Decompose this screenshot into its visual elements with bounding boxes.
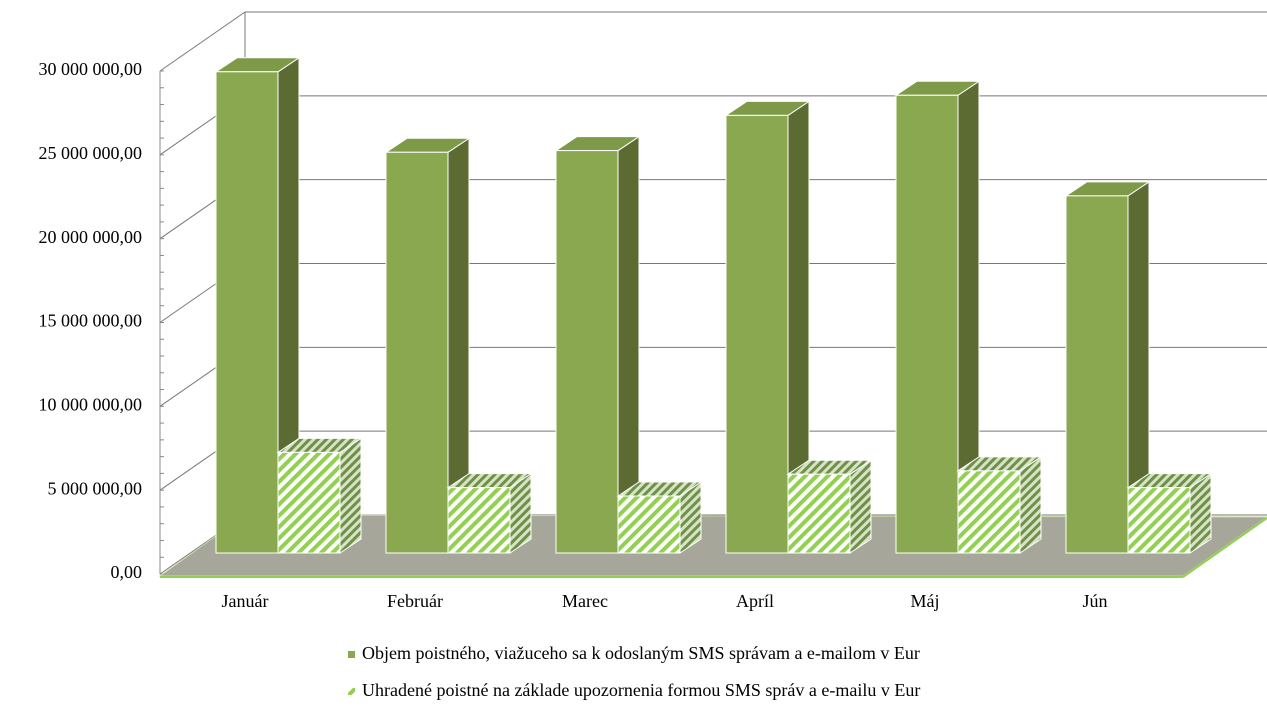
bar xyxy=(787,473,851,554)
y-tick-label: 15 000 000,00 xyxy=(39,311,143,331)
bar-side xyxy=(339,437,362,554)
floor-edge xyxy=(1182,517,1267,578)
legend-marker xyxy=(348,688,355,695)
y-tick-label: 25 000 000,00 xyxy=(39,143,143,163)
bar xyxy=(277,451,341,554)
bar xyxy=(1065,195,1129,554)
bar-side xyxy=(849,459,872,554)
bar xyxy=(957,470,1021,554)
legend-label: Objem poistného, viažuceho sa k odoslaný… xyxy=(362,643,920,663)
bar xyxy=(215,71,279,554)
x-tick-label: Marec xyxy=(562,591,608,611)
grid-line xyxy=(159,11,246,72)
x-tick-label: Február xyxy=(387,591,443,611)
bar-side xyxy=(1019,455,1042,554)
y-tick-label: 30 000 000,00 xyxy=(39,59,143,79)
bar xyxy=(447,487,511,554)
bar xyxy=(725,114,789,554)
bar xyxy=(1127,487,1191,554)
bar xyxy=(895,94,959,554)
y-tick-label: 20 000 000,00 xyxy=(39,227,143,247)
y-tick-label: 5 000 000,00 xyxy=(48,478,143,498)
bar xyxy=(555,150,619,554)
legend-marker xyxy=(348,651,355,658)
y-tick-label: 0,00 xyxy=(111,562,143,582)
bar xyxy=(617,495,681,554)
x-tick-label: Apríl xyxy=(736,591,774,611)
bar xyxy=(385,151,449,554)
x-tick-label: Jún xyxy=(1082,591,1107,611)
legend-label: Uhradené poistné na základe upozornenia … xyxy=(362,680,920,700)
x-tick-label: Máj xyxy=(911,591,940,611)
x-tick-label: Január xyxy=(222,591,269,611)
y-tick-label: 10 000 000,00 xyxy=(39,394,143,414)
